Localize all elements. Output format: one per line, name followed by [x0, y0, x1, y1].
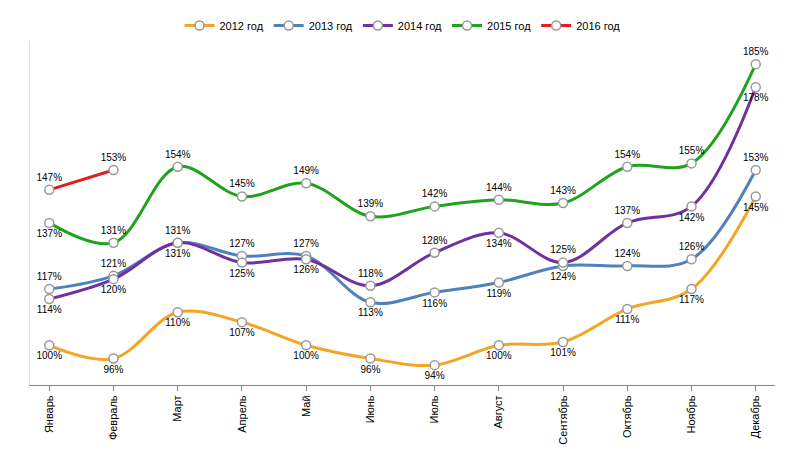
svg-text:2013 год: 2013 год: [309, 20, 353, 32]
svg-text:110%: 110%: [165, 317, 190, 328]
svg-text:Апрель: Апрель: [236, 395, 248, 433]
svg-text:113%: 113%: [358, 307, 383, 318]
svg-text:100%: 100%: [36, 350, 62, 361]
svg-text:154%: 154%: [165, 149, 191, 160]
svg-text:Август: Август: [492, 395, 504, 428]
svg-text:117%: 117%: [37, 271, 62, 282]
svg-text:101%: 101%: [550, 347, 576, 358]
svg-text:142%: 142%: [422, 188, 448, 199]
svg-text:2016 год: 2016 год: [576, 20, 620, 32]
svg-text:Октябрь: Октябрь: [621, 395, 633, 438]
svg-text:114%: 114%: [37, 304, 62, 315]
svg-text:126%: 126%: [293, 264, 319, 275]
svg-text:144%: 144%: [486, 182, 512, 193]
svg-text:153%: 153%: [101, 152, 127, 163]
svg-text:116%: 116%: [422, 298, 447, 309]
svg-text:124%: 124%: [550, 271, 576, 282]
svg-text:Июнь: Июнь: [364, 395, 376, 423]
svg-text:124%: 124%: [614, 248, 640, 259]
svg-text:125%: 125%: [229, 268, 255, 279]
svg-text:96%: 96%: [103, 364, 123, 375]
svg-text:137%: 137%: [36, 228, 62, 239]
svg-text:145%: 145%: [743, 202, 769, 213]
svg-text:137%: 137%: [614, 205, 640, 216]
svg-text:131%: 131%: [165, 225, 191, 236]
svg-text:96%: 96%: [360, 364, 380, 375]
svg-text:128%: 128%: [422, 235, 448, 246]
svg-text:107%: 107%: [229, 327, 255, 338]
svg-text:Июль: Июль: [428, 395, 440, 423]
svg-text:153%: 153%: [743, 152, 769, 163]
svg-text:142%: 142%: [679, 212, 705, 223]
svg-text:120%: 120%: [101, 284, 127, 295]
svg-text:143%: 143%: [550, 185, 576, 196]
svg-text:111%: 111%: [615, 314, 639, 325]
svg-text:145%: 145%: [229, 178, 255, 189]
svg-text:2014 год: 2014 год: [398, 20, 442, 32]
svg-text:127%: 127%: [293, 238, 319, 249]
svg-text:126%: 126%: [679, 241, 705, 252]
svg-text:Февраль: Февраль: [107, 395, 119, 440]
svg-text:121%: 121%: [101, 258, 127, 269]
svg-text:2012 год: 2012 год: [220, 20, 264, 32]
svg-text:Март: Март: [171, 395, 183, 421]
svg-text:131%: 131%: [101, 225, 127, 236]
svg-text:131%: 131%: [165, 248, 191, 259]
svg-text:154%: 154%: [614, 149, 640, 160]
svg-text:100%: 100%: [293, 350, 319, 361]
svg-text:134%: 134%: [486, 238, 512, 249]
svg-text:94%: 94%: [425, 370, 445, 381]
svg-text:139%: 139%: [358, 198, 384, 209]
svg-text:Январь: Январь: [43, 395, 55, 433]
svg-text:118%: 118%: [358, 268, 383, 279]
svg-text:2015 год: 2015 год: [487, 20, 531, 32]
svg-text:100%: 100%: [486, 350, 512, 361]
svg-text:117%: 117%: [679, 294, 704, 305]
svg-text:Декабрь: Декабрь: [749, 395, 761, 438]
svg-text:Сентябрь: Сентябрь: [557, 395, 569, 445]
svg-text:185%: 185%: [743, 46, 769, 57]
svg-text:147%: 147%: [36, 172, 62, 183]
svg-text:149%: 149%: [293, 165, 319, 176]
svg-text:Ноябрь: Ноябрь: [685, 395, 697, 433]
svg-text:119%: 119%: [486, 288, 511, 299]
svg-text:178%: 178%: [743, 92, 769, 103]
svg-text:Май: Май: [300, 395, 312, 417]
svg-text:125%: 125%: [550, 244, 576, 255]
svg-text:127%: 127%: [229, 238, 255, 249]
svg-text:155%: 155%: [679, 145, 705, 156]
